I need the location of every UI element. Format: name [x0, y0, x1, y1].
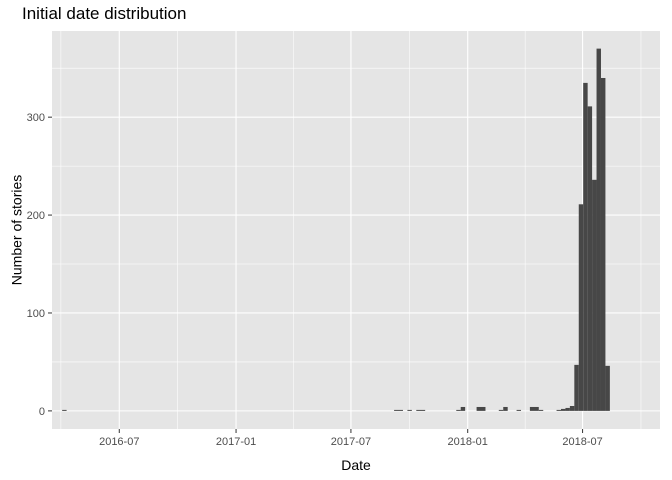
bars	[62, 48, 610, 411]
x-tick-label: 2017-01	[216, 436, 256, 448]
histogram-bar	[529, 406, 539, 411]
histogram-bar	[560, 408, 566, 411]
histogram-bar	[516, 409, 522, 411]
x-axis-ticks: 2016-07 2017-01 2017-07 2018-01 2018-07	[99, 429, 603, 448]
histogram-bar	[596, 48, 601, 411]
plot-panel	[52, 31, 660, 429]
grid-minor	[52, 31, 660, 429]
y-tick-label: 300	[27, 112, 45, 124]
histogram-bar	[583, 82, 588, 411]
histogram-bar	[600, 77, 606, 411]
histogram-bar	[394, 409, 403, 411]
histogram-bar	[503, 406, 508, 411]
histogram-bar	[605, 365, 610, 411]
x-axis-title: Date	[341, 457, 371, 473]
histogram-bar	[587, 106, 593, 411]
histogram-bar	[592, 179, 597, 411]
histogram-bar	[578, 204, 584, 411]
histogram-bar	[498, 409, 504, 411]
y-tick-label: 100	[27, 308, 45, 320]
y-axis-title: Number of stories	[9, 175, 25, 285]
x-tick-label: 2018-01	[448, 436, 488, 448]
histogram-bar	[476, 406, 486, 411]
chart-title: Initial date distribution	[22, 4, 187, 23]
x-tick-label: 2018-07	[562, 436, 602, 448]
x-tick-label: 2017-07	[331, 436, 371, 448]
histogram-bar	[565, 407, 570, 411]
histogram-bar	[456, 409, 461, 411]
histogram-bar	[416, 409, 426, 411]
histogram-bar	[62, 409, 67, 411]
histogram-bar	[460, 406, 466, 411]
x-tick-label: 2016-07	[99, 436, 139, 448]
histogram-bar	[569, 405, 575, 411]
y-axis-ticks: 0 100 200 300	[27, 112, 52, 418]
histogram-bar	[407, 409, 412, 411]
histogram-bar	[538, 409, 544, 411]
histogram-bar	[556, 409, 561, 411]
y-tick-label: 200	[27, 210, 45, 222]
histogram-bar	[574, 364, 579, 411]
y-tick-label: 0	[39, 406, 45, 418]
